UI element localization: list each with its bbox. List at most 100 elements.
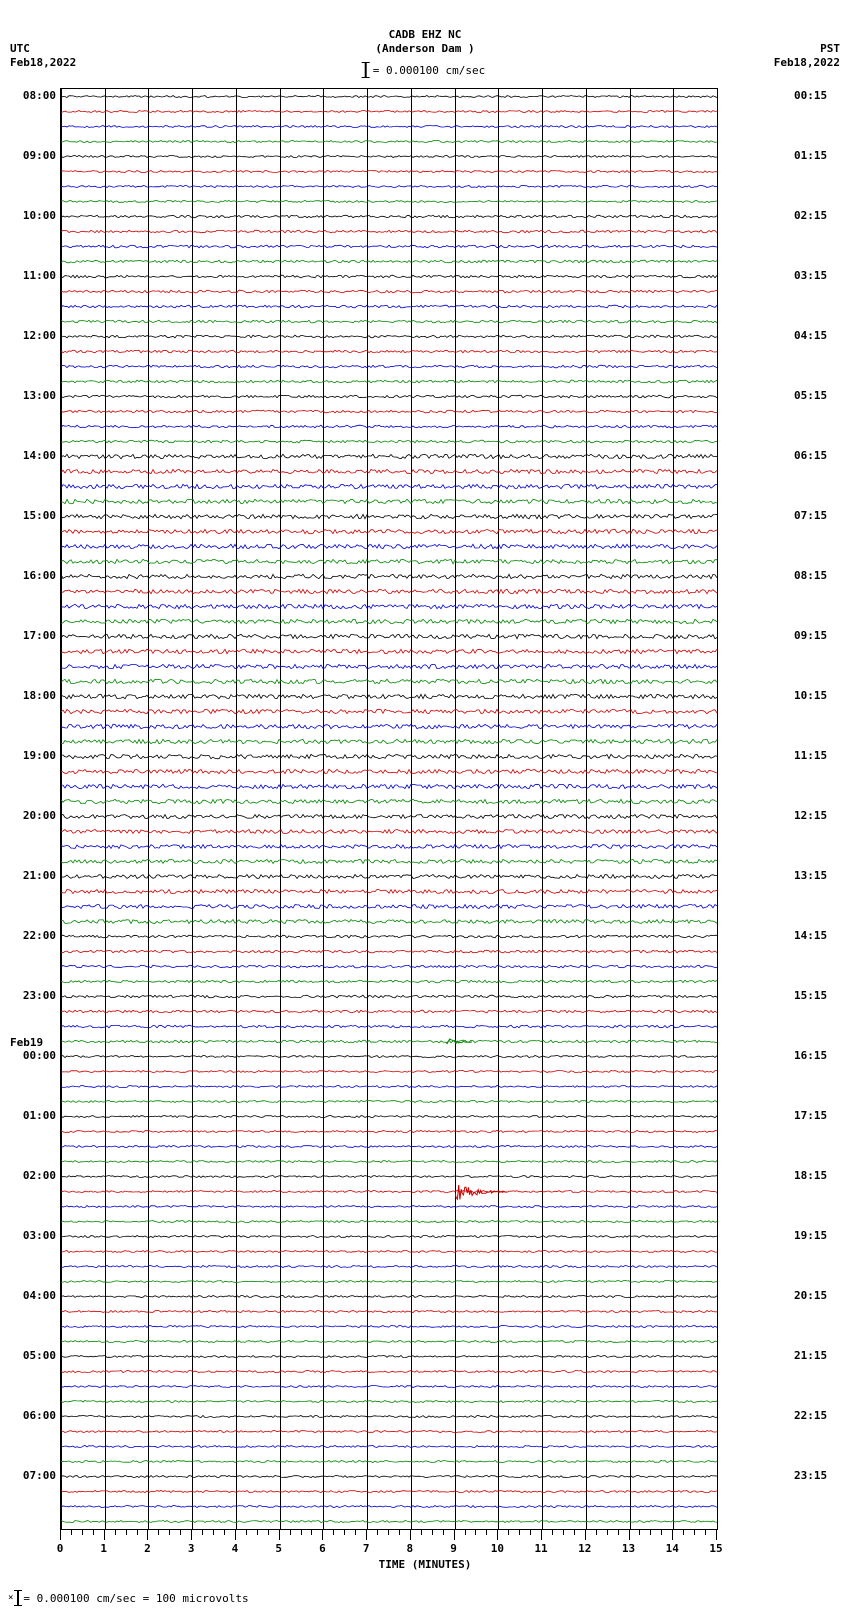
trace-svg [61,404,717,419]
right-time-label: 20:15 [794,1289,840,1302]
trace-svg [61,239,717,254]
trace-svg [61,854,717,869]
trace-svg [61,554,717,569]
trace-row [61,1379,717,1394]
x-tick-label: 11 [534,1542,547,1555]
left-time-label: 07:00 [10,1469,56,1482]
trace-row [61,1169,717,1184]
x-tick-label: 15 [709,1542,722,1555]
left-time-label: 04:00 [10,1289,56,1302]
x-tick-label: 3 [188,1542,195,1555]
trace-row [61,239,717,254]
trace-svg [61,779,717,794]
left-time-label: 08:00 [10,89,56,102]
x-tick-minor [694,1530,695,1535]
right-time-label: 17:15 [794,1109,840,1122]
x-tick-minor [202,1530,203,1535]
trace-row [61,1319,717,1334]
trace-svg [61,974,717,989]
trace-row [61,974,717,989]
x-tick-minor [508,1530,509,1535]
x-tick-major [672,1530,673,1540]
x-tick-label: 9 [450,1542,457,1555]
x-tick-minor [618,1530,619,1535]
trace-row [61,1199,717,1214]
trace-svg [61,1514,717,1529]
trace-row [61,1499,717,1514]
left-time-label: 01:00 [10,1109,56,1122]
plot-area [60,88,718,1530]
right-time-label: 10:15 [794,689,840,702]
x-tick-label: 10 [491,1542,504,1555]
trace-svg [61,1139,717,1154]
trace-row [61,314,717,329]
x-tick-major [541,1530,542,1540]
station-subtitle: (Anderson Dam ) [0,42,850,55]
tz-right-label: PST [820,42,840,55]
x-tick-minor [82,1530,83,1535]
x-tick-minor [93,1530,94,1535]
trace-row [61,1034,717,1049]
x-axis-title: TIME (MINUTES) [0,1558,850,1571]
trace-row [61,1259,717,1274]
trace-row [61,1454,717,1469]
left-time-label: 11:00 [10,269,56,282]
trace-row [61,749,717,764]
left-time-label: 03:00 [10,1229,56,1242]
trace-row [61,479,717,494]
x-tick-major [322,1530,323,1540]
trace-row [61,569,717,584]
x-tick-minor [344,1530,345,1535]
footer-text: = 0.000100 cm/sec = 100 microvolts [23,1592,248,1605]
x-tick-major [366,1530,367,1540]
trace-svg [61,674,717,689]
trace-svg [61,944,717,959]
left-time-label: 22:00 [10,929,56,942]
trace-svg [61,419,717,434]
x-tick-major [454,1530,455,1540]
trace-row [61,599,717,614]
x-tick-label: 14 [666,1542,679,1555]
trace-row [61,839,717,854]
trace-svg [61,824,717,839]
trace-svg [61,734,717,749]
right-time-label: 01:15 [794,149,840,162]
x-tick-minor [301,1530,302,1535]
x-tick-minor [563,1530,564,1535]
trace-row [61,269,717,284]
trace-svg [61,539,717,554]
trace-svg [61,884,717,899]
trace-svg [61,374,717,389]
trace-svg [61,914,717,929]
trace-svg [61,1154,717,1169]
x-tick-minor [519,1530,520,1535]
left-time-label: 09:00 [10,149,56,162]
trace-row [61,434,717,449]
trace-svg [61,1409,717,1424]
right-time-label: 13:15 [794,869,840,882]
x-tick-major [279,1530,280,1540]
trace-svg [61,644,717,659]
trace-row [61,1484,717,1499]
right-time-label: 07:15 [794,509,840,522]
right-time-label: 21:15 [794,1349,840,1362]
trace-svg [61,1229,717,1244]
scale-bar-icon [17,1590,19,1606]
trace-row [61,449,717,464]
left-time-label: 19:00 [10,749,56,762]
trace-svg [61,89,717,104]
trace-svg [61,794,717,809]
trace-svg [61,1244,717,1259]
x-tick-label: 12 [578,1542,591,1555]
trace-row [61,674,717,689]
left-time-label: 10:00 [10,209,56,222]
trace-row [61,779,717,794]
right-time-label: 09:15 [794,629,840,642]
x-tick-minor [169,1530,170,1535]
trace-svg [61,449,717,464]
right-time-label: 05:15 [794,389,840,402]
x-tick-minor [224,1530,225,1535]
trace-svg [61,764,717,779]
x-tick-minor [607,1530,608,1535]
x-tick-minor [475,1530,476,1535]
